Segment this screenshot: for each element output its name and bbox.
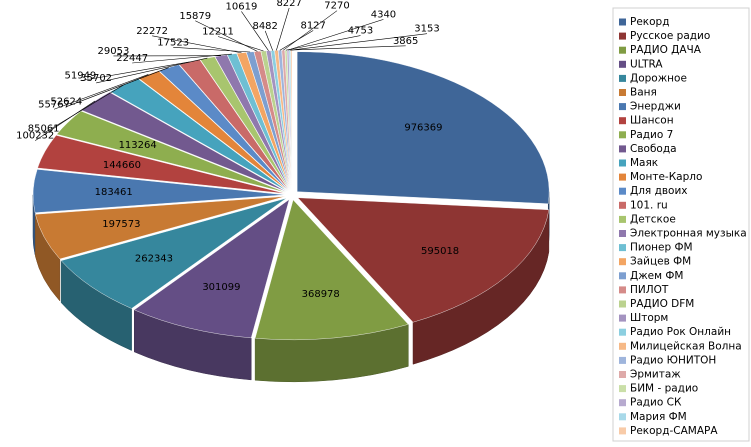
- legend-swatch: [619, 33, 626, 40]
- legend-label: Радио Рок Онлайн: [630, 326, 731, 338]
- legend-swatch: [619, 329, 626, 336]
- leader-line: [283, 11, 337, 50]
- data-label: 197573: [102, 219, 140, 230]
- legend-label: Шансон: [630, 115, 674, 127]
- data-label: 35702: [80, 73, 112, 84]
- data-label: 4340: [371, 9, 396, 20]
- legend-swatch: [619, 75, 626, 82]
- legend-label: Зайцев ФМ: [630, 256, 691, 268]
- legend-swatch: [619, 145, 626, 152]
- leader-line: [218, 37, 263, 51]
- legend-label: Радио СК: [630, 397, 682, 409]
- legend-label: ПИЛОТ: [630, 284, 669, 296]
- data-label: 85061: [28, 123, 60, 134]
- legend-label: Ваня: [630, 87, 657, 99]
- data-label: 17523: [157, 37, 189, 48]
- legend-swatch: [619, 272, 626, 279]
- legend-swatch: [619, 202, 626, 209]
- leader-line: [276, 8, 289, 50]
- data-label: 15879: [179, 11, 211, 22]
- data-label: 3153: [414, 24, 439, 35]
- legend-swatch: [619, 244, 626, 251]
- legend-swatch: [619, 357, 626, 364]
- data-label: 10619: [226, 1, 258, 12]
- legend-label: Радио ЮНИТОН: [630, 354, 716, 366]
- legend-label: Радио 7: [630, 129, 673, 141]
- data-label: 113264: [119, 140, 157, 151]
- legend-label: БИМ - радио: [630, 383, 698, 395]
- legend-label: Рекорд: [630, 16, 669, 28]
- legend-label: Электронная музыка: [630, 228, 747, 240]
- legend-label: Маяк: [630, 157, 658, 169]
- data-label: 22447: [116, 53, 148, 64]
- legend-swatch: [619, 19, 626, 26]
- legend-swatch: [619, 301, 626, 308]
- legend-label: ULTRA: [630, 58, 663, 70]
- data-label: 8127: [300, 21, 325, 32]
- legend-swatch: [619, 131, 626, 138]
- legend-swatch: [619, 89, 626, 96]
- data-label: 262343: [135, 253, 173, 264]
- data-label: 52624: [50, 97, 82, 108]
- legend-swatch: [619, 230, 626, 237]
- legend-label: 101. ru: [630, 199, 668, 211]
- legend-label: Шторм: [630, 312, 668, 324]
- legend-label: Дорожное: [630, 72, 687, 84]
- legend-swatch: [619, 371, 626, 378]
- legend-swatch: [619, 427, 626, 434]
- legend-swatch: [619, 160, 626, 167]
- legend-label: Русское радио: [630, 30, 710, 42]
- data-label: 301099: [202, 282, 240, 293]
- legend-label: Детское: [630, 213, 676, 225]
- legend-swatch: [619, 216, 626, 223]
- legend-swatch: [619, 315, 626, 322]
- legend-label: РАДИО DFM: [630, 298, 694, 310]
- legend-label: Свобода: [630, 143, 677, 155]
- legend-label: Пионер ФМ: [630, 242, 693, 254]
- legend-swatch: [619, 103, 626, 110]
- legend-label: Мария ФМ: [630, 411, 687, 423]
- legend-label: РАДИО ДАЧА: [630, 44, 702, 56]
- legend-label: Рекорд-САМАРА: [630, 425, 718, 437]
- legend-swatch: [619, 188, 626, 195]
- data-label: 7270: [324, 1, 349, 12]
- data-label: 144660: [103, 160, 141, 171]
- legend-label: Эрмитаж: [630, 369, 681, 381]
- data-label: 8227: [276, 0, 301, 9]
- legend-swatch: [619, 174, 626, 181]
- legend-swatch: [619, 399, 626, 406]
- legend-label: Милицейская Волна: [630, 340, 742, 352]
- legend-label: Для двоих: [630, 185, 687, 197]
- legend-swatch: [619, 385, 626, 392]
- legend-swatch: [619, 343, 626, 350]
- data-label: 4753: [348, 26, 373, 37]
- legend-swatch: [619, 286, 626, 293]
- data-label: 12211: [202, 27, 234, 38]
- legend-swatch: [619, 258, 626, 265]
- legend-swatch: [619, 117, 626, 124]
- data-label: 368978: [302, 289, 340, 300]
- data-label: 183461: [95, 187, 133, 198]
- data-label: 22272: [136, 26, 168, 37]
- data-label: 8482: [252, 21, 277, 32]
- data-label: 595018: [421, 246, 459, 257]
- legend-label: Джем ФМ: [630, 270, 683, 282]
- legend-swatch: [619, 413, 626, 420]
- legend-swatch: [619, 61, 626, 68]
- legend-label: Монте-Карло: [630, 171, 702, 183]
- legend-swatch: [619, 47, 626, 54]
- legend-label: Энерджи: [630, 101, 681, 113]
- data-label: 976369: [404, 122, 442, 133]
